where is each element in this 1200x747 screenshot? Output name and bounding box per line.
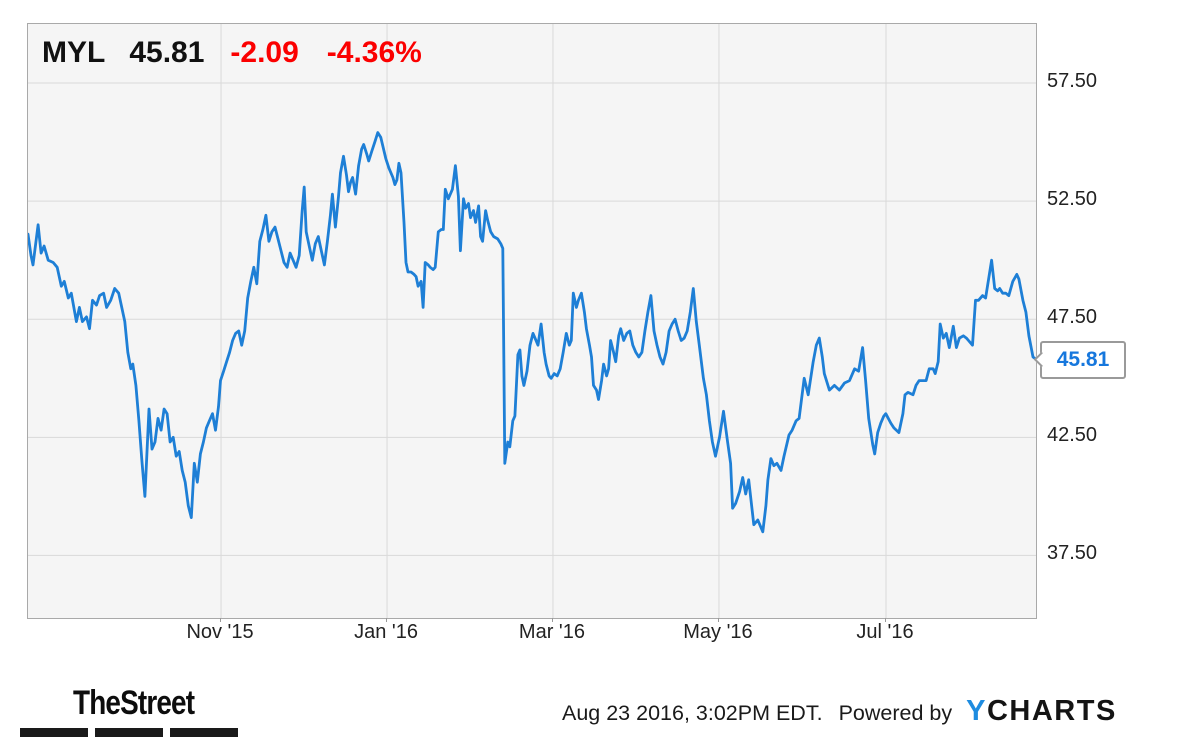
thestreet-logo[interactable]: TheStreet xyxy=(20,684,250,737)
chart-header: MYL 45.81 -2.09 -4.36% xyxy=(42,36,422,70)
x-axis-tick-label: Mar '16 xyxy=(518,621,585,643)
x-axis-tick-mark xyxy=(551,618,553,622)
y-axis-tick-label: 57.50 xyxy=(1047,70,1098,93)
logo-bar xyxy=(95,728,163,737)
ycharts-logo-y: Y xyxy=(966,695,987,727)
y-axis-tick-label: 42.50 xyxy=(1047,424,1098,447)
chart-plot-area: MYL 45.81 -2.09 -4.36% xyxy=(27,23,1037,619)
price-change: -2.09 xyxy=(230,36,299,69)
callout-value: 45.81 xyxy=(1056,348,1110,372)
price-line xyxy=(28,131,1036,534)
chart-timestamp: Aug 23 2016, 3:02PM EDT. xyxy=(562,701,823,725)
y-axis-tick-label: 37.50 xyxy=(1047,542,1098,565)
x-axis-tick-label: Nov '15 xyxy=(186,621,254,643)
ycharts-logo[interactable]: YCHARTS xyxy=(966,695,1117,728)
x-axis-tick-mark xyxy=(220,618,222,622)
thestreet-logo-bars xyxy=(20,728,250,737)
ticker-symbol: MYL xyxy=(42,36,106,69)
x-axis-tick-label: Jul '16 xyxy=(856,621,914,643)
powered-by-label: Powered by xyxy=(838,701,953,725)
thestreet-wordmark: TheStreet xyxy=(73,684,195,722)
y-axis-tick-label: 47.50 xyxy=(1047,306,1098,329)
last-price-callout: 45.81 xyxy=(1033,341,1126,380)
logo-bar xyxy=(170,728,238,737)
ycharts-logo-charts: CHARTS xyxy=(986,695,1117,727)
y-axis-tick-label: 52.50 xyxy=(1047,188,1098,211)
logo-bar xyxy=(20,728,88,737)
x-axis-tick-mark xyxy=(386,618,388,622)
price-change-percent: -4.36% xyxy=(326,36,422,69)
x-axis-tick-label: May '16 xyxy=(683,621,753,643)
chart-svg xyxy=(28,24,1036,618)
x-axis-tick-mark xyxy=(885,618,886,622)
x-axis-tick-mark xyxy=(717,618,719,622)
last-price: 45.81 xyxy=(129,36,205,69)
x-axis-tick-label: Jan '16 xyxy=(354,621,418,643)
footer-attribution: Aug 23 2016, 3:02PM EDT. Powered by YCHA… xyxy=(562,695,1117,728)
